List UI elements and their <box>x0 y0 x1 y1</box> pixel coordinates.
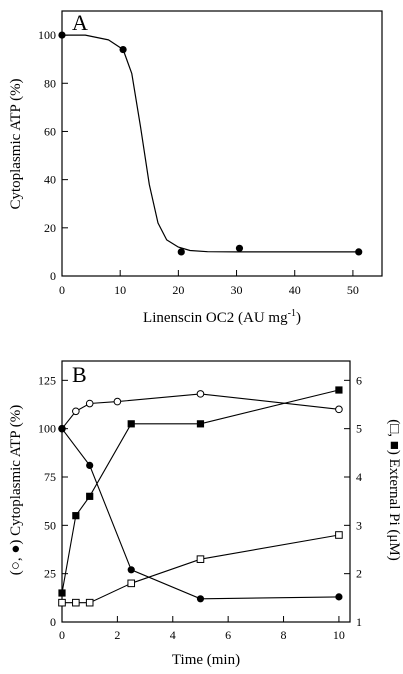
panel-a-y-tick-label: 0 <box>50 269 56 283</box>
panel-b-point-open-square <box>72 598 80 607</box>
panel-b-point-filled-square <box>196 420 205 428</box>
panel-b-series-line-filled-circle <box>61 428 339 600</box>
panel-a-x-axis-label: Linenscin OC2 (AU mg-1) <box>143 308 301 326</box>
panel-b-point-open-square <box>127 579 136 588</box>
panel-b-x-tick-label: 8 <box>281 628 287 642</box>
panel-b-x-tick-label: 4 <box>170 628 176 642</box>
panel-a-x-tick-label: 0 <box>59 283 65 297</box>
panel-a-letter: A <box>72 10 88 35</box>
panel-b-point-filled-square <box>58 589 66 597</box>
panel-b-point-filled-square <box>127 420 135 428</box>
panel-b-right-y-tick-label: 1 <box>356 615 362 629</box>
panel-a-y-axis-label: Cytoplasmic ATP (%) <box>8 78 24 209</box>
panel-b-right-y-tick-label: 3 <box>356 518 362 532</box>
panel-a-x-axis-label-superscript: -1 <box>288 308 296 319</box>
panel-a-x-tick-label: 40 <box>289 283 301 297</box>
panel-b-series-line-open-square <box>62 534 339 604</box>
panel-a-data-point <box>119 45 127 54</box>
panel-b-right-y-tick-label: 2 <box>356 567 362 581</box>
panel-a-x-axis-label-main: Linenscin OC2 (AU mg <box>143 310 288 326</box>
panel-b-point-filled-circle <box>86 461 94 469</box>
panel-b-left-y-tick-label: 25 <box>44 567 56 581</box>
panel-a-data-point <box>235 244 244 252</box>
panel-b-right-y-tick-label: 4 <box>356 470 362 484</box>
panel-b-point-open-circle <box>72 407 80 416</box>
panel-b-point-filled-square <box>335 386 343 394</box>
panel-b-left-y-tick-label: 0 <box>50 615 56 629</box>
panel-a-x-tick-label: 10 <box>114 283 126 297</box>
panel-b-x-axis-label: Time (min) <box>172 652 240 668</box>
panel-a-x-tick-label: 30 <box>231 283 243 297</box>
panel-b-right-y-tick-label: 5 <box>356 422 362 436</box>
panel-a-plot-frame <box>61 10 383 277</box>
panel-b-letter: B <box>72 362 87 387</box>
panel-a-y-tick-label: 40 <box>44 173 56 187</box>
panel-a-x-tick-label: 50 <box>347 283 359 297</box>
panel-a-data-point <box>177 248 185 256</box>
panel-a-marks <box>58 31 363 256</box>
panel-b-left-y-axis-label: (○, ●) Cytoplasmic ATP (%) <box>8 405 24 575</box>
panel-b-point-filled-circle <box>196 595 205 603</box>
panel-b-x-tick-label: 2 <box>114 628 120 642</box>
panel-b-left-y-tick-label: 125 <box>38 373 56 387</box>
panel-b-point-open-circle <box>113 397 122 406</box>
panel-a-y-tick-label: 20 <box>44 221 56 235</box>
panel-a-fit-curve <box>62 34 359 253</box>
panel-b-left-y-tick-label: 100 <box>38 422 56 436</box>
panel-b-point-filled-square <box>72 512 80 520</box>
panel-a-x-axis-label-end: ) <box>296 310 301 326</box>
panel-a-x-tick-label: 20 <box>172 283 184 297</box>
panel-b-series-line-filled-square <box>61 389 340 594</box>
panel-b-point-filled-circle <box>58 425 66 433</box>
panel-b-point-filled-square <box>86 492 94 500</box>
panel-b-point-open-square <box>85 598 94 607</box>
panel-b-x-tick-label: 6 <box>225 628 231 642</box>
panel-b-left-y-tick-label: 50 <box>44 518 56 532</box>
panel-b-plot-frame <box>61 360 351 623</box>
panel-b-left-y-tick-label: 75 <box>44 470 56 484</box>
panel-a-y-tick-label: 100 <box>38 28 56 42</box>
panel-b-point-open-square <box>196 555 205 563</box>
panel-b-point-filled-circle <box>127 566 135 574</box>
panel-b-point-filled-circle <box>335 593 343 601</box>
panel-a-y-tick-label: 60 <box>44 124 56 138</box>
panel-b-marks <box>58 386 343 607</box>
panel-b-right-y-axis-label: (□, ■) External Pi (μM) <box>386 419 402 561</box>
panel-b-point-open-circle <box>85 399 94 408</box>
panel-a-ticks: 0 10 20 30 40 50 0 20 40 60 80 100 <box>38 28 359 297</box>
panel-b-x-tick-label: 0 <box>59 628 65 642</box>
panel-b-point-open-square <box>58 598 66 607</box>
panel-b-right-y-tick-label: 6 <box>356 373 362 387</box>
panel-b-x-tick-label: 10 <box>333 628 345 642</box>
panel-a-data-point <box>58 31 66 39</box>
panel-b-point-open-circle <box>335 405 343 414</box>
panel-a-chart: A Cytoplasmic ATP (%) Linenscin OC2 (AU … <box>8 10 383 326</box>
panel-b-point-open-circle <box>196 390 205 398</box>
panel-b-chart: B (○, ●) Cytoplasmic ATP (%) (□, ■) Exte… <box>8 360 402 668</box>
panel-a-y-tick-label: 80 <box>44 76 56 90</box>
panel-b-point-open-square <box>335 531 343 539</box>
panel-a-data-point <box>355 248 363 256</box>
